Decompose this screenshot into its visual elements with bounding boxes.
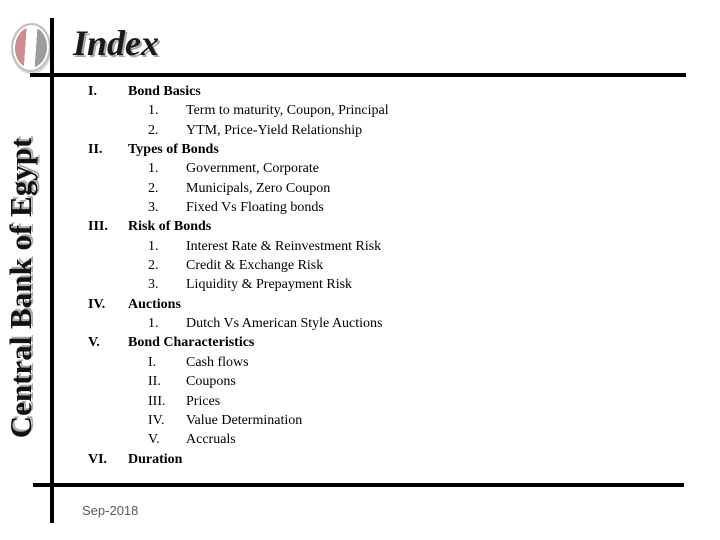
title-divider-rule [30,73,686,77]
subitem-numeral: 1. [148,103,159,119]
section-title: Duration [128,451,183,467]
index-section-row: V. Bond Characteristics [88,333,648,352]
subitem-numeral: 1. [148,238,159,254]
subitem-numeral: V. [148,432,160,448]
subitem-text: Government, Corporate [186,161,319,177]
section-numeral: II. [88,142,103,158]
subitem-numeral: III. [148,393,166,409]
subitem-text: Dutch Vs American Style Auctions [186,316,383,332]
index-subitem-row: 3. Fixed Vs Floating bonds [88,198,648,217]
section-numeral: V. [88,335,100,351]
section-title: Bond Characteristics [128,335,255,351]
subitem-text: Municipals, Zero Coupon [186,180,331,196]
section-numeral: I. [88,84,97,99]
index-section-row: IV. Auctions [88,295,648,314]
sidebar-vertical-text: Central Bank of Egypt [3,137,38,439]
index-subitem-row: IV. Value Determination [88,411,648,430]
section-title: Auctions [128,296,181,312]
section-title: Risk of Bonds [128,219,212,235]
index-subitem-row: 1. Term to maturity, Coupon, Principal [88,101,648,120]
index-subitem-row: III. Prices [88,392,648,411]
subitem-numeral: 2. [148,180,159,196]
index-subitem-row: 1. Interest Rate & Reinvestment Risk [88,237,648,256]
index-subitem-row: 1. Dutch Vs American Style Auctions [88,314,648,333]
index-section-row: I. Bond Basics [88,82,648,101]
subitem-text: Credit & Exchange Risk [186,258,324,274]
index-subitem-row: 1. Government, Corporate [88,159,648,178]
subitem-text: Accruals [186,432,236,448]
index-section-row: III. Risk of Bonds [88,217,648,236]
section-numeral: VI. [88,451,108,467]
subitem-numeral: 3. [148,200,159,216]
vertical-rule [50,18,54,523]
subitem-text: Term to maturity, Coupon, Principal [186,103,389,119]
central-bank-emblem-icon [9,21,53,74]
subitem-text: Interest Rate & Reinvestment Risk [186,238,382,254]
page-title: Index [73,23,160,63]
subitem-text: Value Determination [186,412,303,428]
section-numeral: IV. [88,296,106,312]
index-subitem-row: 3. Liquidity & Prepayment Risk [88,275,648,294]
index-subitem-row: 2. Municipals, Zero Coupon [88,179,648,198]
section-title: Types of Bonds [128,142,219,158]
subitem-numeral: II. [148,374,161,390]
subitem-numeral: 3. [148,277,159,293]
subitem-numeral: IV. [148,412,165,428]
subitem-text: Prices [186,393,221,409]
index-subitem-row: V. Accruals [88,430,648,449]
subitem-numeral: 2. [148,258,159,274]
index-subitem-row: II. Coupons [88,372,648,391]
index-subitem-row: I. Cash flows [88,353,648,372]
subitem-numeral: 1. [148,316,159,332]
index-subitem-row: 2. Credit & Exchange Risk [88,256,648,275]
section-title: Bond Basics [128,84,201,99]
subitem-numeral: 2. [148,122,159,138]
subitem-text: Coupons [186,374,236,390]
index-subitem-row: 2. YTM, Price-Yield Relationship [88,121,648,140]
subitem-numeral: 1. [148,161,159,177]
subitem-text: Liquidity & Prepayment Risk [186,277,353,293]
index-section-row: VI. Duration [88,450,648,469]
index-section-row: II. Types of Bonds [88,140,648,159]
subitem-text: YTM, Price-Yield Relationship [186,122,363,138]
subitem-text: Fixed Vs Floating bonds [186,200,324,216]
slide-date: Sep-2018 [82,503,139,518]
subitem-numeral: I. [148,354,157,370]
index-outline: I. Bond Basics 1. Term to maturity, Coup… [88,82,648,469]
section-numeral: III. [88,219,108,235]
subitem-text: Cash flows [186,354,249,370]
footer-divider-rule [33,483,684,487]
